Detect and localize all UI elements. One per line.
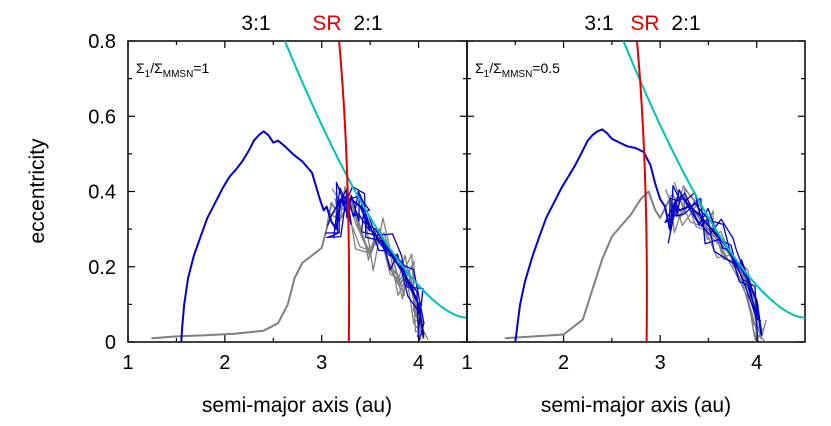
- x-tick-label: 4: [751, 352, 762, 374]
- y-tick-label: 0.8: [88, 31, 116, 53]
- stability-boundary-curve: [622, 41, 805, 319]
- resonance-3-1-label: 3:1: [241, 12, 270, 35]
- secular-resonance-line: [338, 41, 351, 342]
- x-tick-label: 3: [316, 352, 327, 374]
- x-tick-label: 2: [219, 352, 230, 374]
- y-tick-label: 0.2: [88, 257, 116, 279]
- resonance-2-1-label: 2:1: [671, 12, 700, 35]
- plot-area: [504, 41, 805, 342]
- secular-resonance-label: SR: [312, 12, 341, 35]
- panel-sigma-0.5: 1 2 3 4 3:1 SR 2:1 Σ1/ΣMMSN=0.5 semi-major …: [461, 12, 806, 417]
- tick-labels: 1 2 3 4: [461, 352, 762, 374]
- y-axis-title: eccentricity: [26, 138, 49, 244]
- resonance-3-1-label: 3:1: [584, 12, 613, 35]
- x-axis-title: semi-major axis (au): [202, 394, 392, 417]
- resonance-2-1-label: 2:1: [353, 12, 382, 35]
- x-axis-title: semi-major axis (au): [541, 394, 731, 417]
- x-tick-label: 3: [655, 352, 666, 374]
- series-scatter-planetesimal-gray: [327, 186, 429, 342]
- y-tick-label: 0.4: [88, 182, 116, 204]
- x-tick-label: 1: [122, 352, 133, 374]
- secular-resonance-label: SR: [630, 12, 659, 35]
- series-planetesimal-blue: [180, 130, 425, 342]
- panel-sigma-1: 1 2 3 400.20.40.60.8 3:1 SR 2:1 Σ1/ΣMMSN=1 …: [88, 12, 468, 417]
- x-tick-label: 2: [558, 352, 569, 374]
- x-tick-label: 1: [461, 352, 472, 374]
- stability-boundary-curve: [283, 41, 467, 319]
- secular-resonance-line: [636, 41, 648, 342]
- y-tick-label: 0.6: [88, 106, 116, 128]
- x-tick-label: 4: [413, 352, 424, 374]
- series-planetesimal-gray: [504, 190, 763, 340]
- ticks: [127, 40, 467, 343]
- series-planetesimal-gray: [151, 198, 425, 340]
- series-scatter-planetesimal-gray: [665, 181, 767, 342]
- series-scatter-planetesimal-blue: [325, 181, 425, 341]
- tick-labels: 1 2 3 4 0 0.2 0.4 0.6 0.8: [88, 31, 424, 374]
- panel-label: Σ1/ΣMMSN=0.5: [475, 60, 560, 80]
- panel-label: Σ1/ΣMMSN=1: [136, 60, 210, 80]
- plot-area: [151, 41, 467, 342]
- series-planetesimal-blue: [514, 128, 763, 342]
- ticks: [466, 40, 805, 343]
- y-tick-label: 0: [105, 332, 116, 354]
